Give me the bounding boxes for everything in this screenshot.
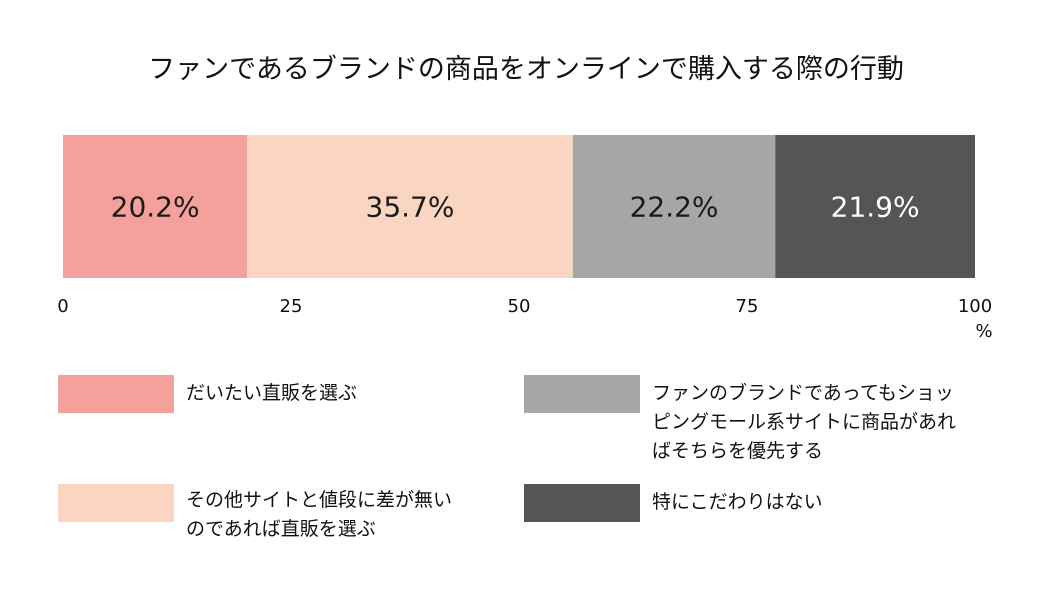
legend-label-mall-site-priority: ファンのブランドであってもショッ ピングモール系サイトに商品があれ ばそちらを優…: [652, 379, 956, 466]
bar-label-group: 20.2% 35.7% 22.2% 21.9%: [111, 191, 920, 224]
legend-label-line: ピングモール系サイトに商品があれ: [652, 411, 957, 433]
bar-segment-1: [63, 135, 248, 278]
legend-label-line: その他サイトと値段に差が無い: [186, 489, 453, 511]
bar-segment-4: [775, 135, 975, 278]
x-tick-label: 75: [736, 296, 759, 317]
legend-swatch-mall-site-priority: [524, 375, 640, 413]
legend-swatch-direct-if-same-price: [58, 484, 174, 522]
legend-label-line: だいたい直販を選ぶ: [186, 382, 358, 404]
x-tick-label: 100: [958, 296, 992, 317]
bar-group: [63, 135, 975, 278]
bar-value-label-1: 20.2%: [111, 191, 200, 224]
legend-label-line: のであれば直販を選ぶ: [186, 518, 376, 540]
x-axis-ticks: 0 25 50 75 100: [57, 296, 992, 317]
bar-value-label-4: 21.9%: [831, 191, 920, 224]
x-axis-unit-label: %: [975, 321, 992, 342]
legend-swatch-no-preference: [524, 484, 640, 522]
x-tick-label: 0: [57, 296, 68, 317]
bar-segment-3: [572, 135, 776, 278]
legend-label-direct-sales: だいたい直販を選ぶ: [186, 379, 357, 408]
legend-label-line: 特にこだわりはない: [652, 491, 823, 513]
legend-label-direct-if-same-price: その他サイトと値段に差が無い のであれば直販を選ぶ: [186, 486, 452, 544]
legend-label-line: ばそちらを優先する: [652, 440, 824, 462]
bar-segment-2: [247, 135, 573, 278]
x-tick-label: 25: [280, 296, 303, 317]
chart-title: ファンであるブランドの商品をオンラインで購入する際の行動: [148, 54, 904, 85]
x-tick-label: 50: [508, 296, 531, 317]
legend-label-line: ファンのブランドであってもショッ: [652, 382, 954, 404]
legend-swatch-direct-sales: [58, 375, 174, 413]
bar-value-label-2: 35.7%: [366, 191, 455, 224]
bar-value-label-3: 22.2%: [630, 191, 719, 224]
legend-label-no-preference: 特にこだわりはない: [652, 488, 823, 517]
